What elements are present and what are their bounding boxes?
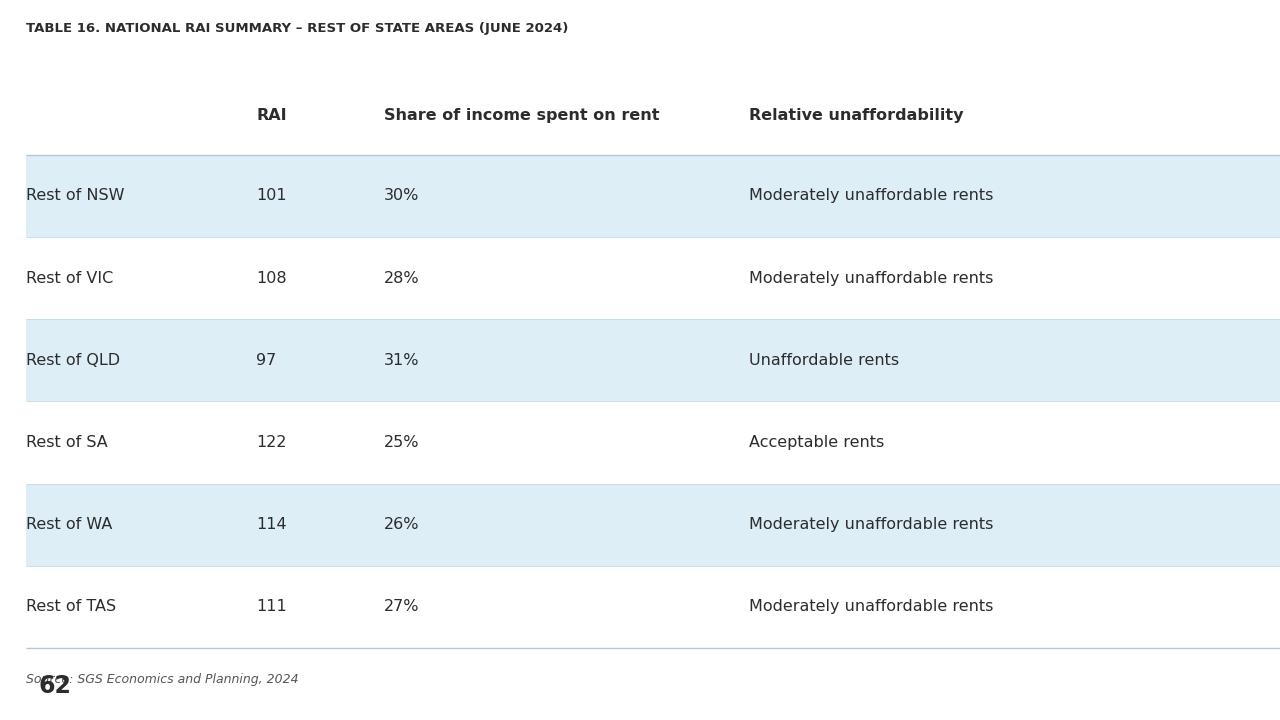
Text: 108: 108 xyxy=(256,271,287,286)
Text: 31%: 31% xyxy=(384,353,420,368)
Text: Moderately unaffordable rents: Moderately unaffordable rents xyxy=(749,271,993,286)
Text: 97: 97 xyxy=(256,353,276,368)
Text: Moderately unaffordable rents: Moderately unaffordable rents xyxy=(749,189,993,204)
Text: Rest of WA: Rest of WA xyxy=(26,517,111,532)
Text: 114: 114 xyxy=(256,517,287,532)
Text: 122: 122 xyxy=(256,435,287,450)
Text: Source: SGS Economics and Planning, 2024: Source: SGS Economics and Planning, 2024 xyxy=(26,673,298,686)
Text: Moderately unaffordable rents: Moderately unaffordable rents xyxy=(749,517,993,532)
Text: Acceptable rents: Acceptable rents xyxy=(749,435,884,450)
Text: Rest of TAS: Rest of TAS xyxy=(26,599,115,614)
Text: Rest of SA: Rest of SA xyxy=(26,435,108,450)
Text: 30%: 30% xyxy=(384,189,420,204)
Text: TABLE 16. NATIONAL RAI SUMMARY – REST OF STATE AREAS (JUNE 2024): TABLE 16. NATIONAL RAI SUMMARY – REST OF… xyxy=(26,22,568,35)
Text: RAI: RAI xyxy=(256,108,287,122)
FancyBboxPatch shape xyxy=(26,155,1280,237)
FancyBboxPatch shape xyxy=(26,319,1280,402)
FancyBboxPatch shape xyxy=(26,484,1280,566)
Text: Rest of QLD: Rest of QLD xyxy=(26,353,120,368)
Text: Rest of NSW: Rest of NSW xyxy=(26,189,124,204)
Text: Rest of VIC: Rest of VIC xyxy=(26,271,113,286)
Text: 111: 111 xyxy=(256,599,287,614)
Text: 28%: 28% xyxy=(384,271,420,286)
Text: 26%: 26% xyxy=(384,517,420,532)
FancyBboxPatch shape xyxy=(26,566,1280,648)
Text: Relative unaffordability: Relative unaffordability xyxy=(749,108,964,122)
Text: 62: 62 xyxy=(38,675,72,698)
Text: 25%: 25% xyxy=(384,435,420,450)
Text: Share of income spent on rent: Share of income spent on rent xyxy=(384,108,659,122)
FancyBboxPatch shape xyxy=(26,402,1280,484)
Text: 101: 101 xyxy=(256,189,287,204)
Text: Moderately unaffordable rents: Moderately unaffordable rents xyxy=(749,599,993,614)
FancyBboxPatch shape xyxy=(26,237,1280,319)
Text: 27%: 27% xyxy=(384,599,420,614)
Text: Unaffordable rents: Unaffordable rents xyxy=(749,353,899,368)
